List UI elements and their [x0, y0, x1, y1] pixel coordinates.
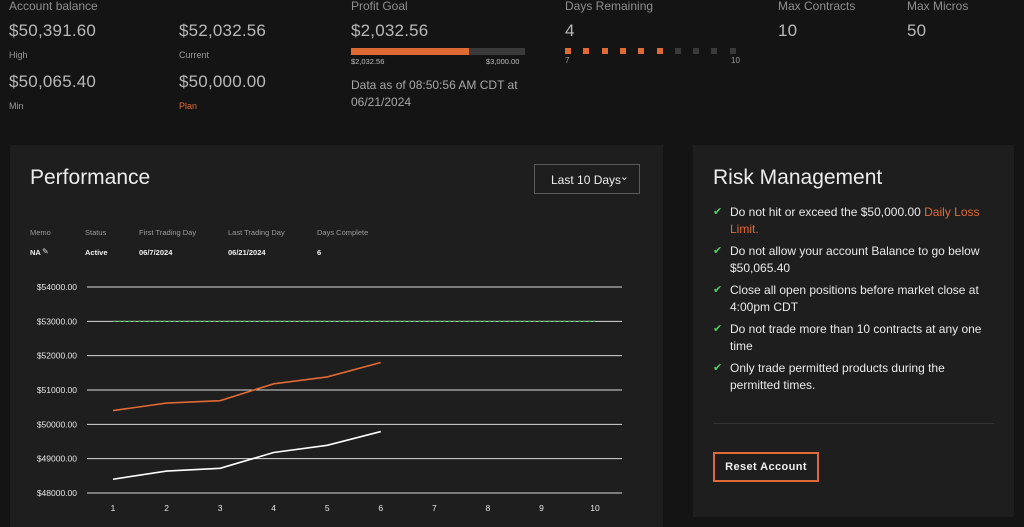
- day-indicator-square: [656, 48, 663, 54]
- status-value: Active: [85, 248, 108, 257]
- risk-rule-text: Do not hit or exceed the $50,000.00: [730, 205, 925, 219]
- days-start-label: 7: [565, 56, 570, 65]
- days-complete-value: 6: [317, 248, 322, 257]
- performance-chart: $54000.00 $53000.00 $52000.00 $51000.00 $500…: [37, 282, 622, 513]
- max-contracts-value: 10: [778, 21, 798, 40]
- day-indicator-square: [711, 48, 718, 54]
- days-complete-header: Days Complete: [317, 228, 369, 237]
- account-balance-value: $50,391.60: [9, 21, 97, 40]
- first-trading-day-header: First Trading Day: [139, 228, 197, 237]
- day-indicator-square: [693, 48, 700, 54]
- max-micros-label: Max Micros: [907, 0, 969, 13]
- max-contracts-label: Max Contracts: [778, 0, 856, 13]
- risk-rule: ✔ Close all open positions before market…: [713, 282, 993, 315]
- high-value: $52,032.56: [179, 21, 267, 40]
- check-icon: ✔: [713, 362, 723, 374]
- risk-rule-text: Do not allow your account Balance to go …: [730, 244, 980, 275]
- x-tick-label: 6: [378, 503, 383, 513]
- date-range-select[interactable]: Last 10 Days ⌄: [534, 164, 640, 194]
- min-label: Min: [9, 101, 24, 111]
- check-icon: ✔: [713, 206, 723, 218]
- day-indicator-square: [729, 48, 736, 54]
- day-indicator-square: [601, 48, 608, 54]
- last-trading-day-header: Last Trading Day: [228, 228, 285, 237]
- day-indicator-square: [583, 48, 590, 54]
- performance-panel: Performance Last 10 Days ⌄ Memo Status F…: [10, 145, 663, 527]
- reset-account-button[interactable]: Reset Account: [713, 452, 819, 482]
- last-trading-day-value: 06/21/2024: [228, 248, 266, 257]
- account-balance-label: Account balance: [9, 0, 98, 13]
- x-tick-label: 8: [486, 503, 491, 513]
- days-remaining-label: Days Remaining: [565, 0, 654, 13]
- series-line: [112, 361, 381, 412]
- profit-goal-label: Profit Goal: [351, 0, 408, 13]
- pencil-icon[interactable]: ✎: [42, 247, 49, 256]
- risk-rule: ✔ Only trade permitted products during t…: [713, 360, 993, 393]
- risk-management-panel: Risk Management ✔ Do not hit or exceed t…: [693, 145, 1014, 517]
- check-icon: ✔: [713, 245, 723, 257]
- min-value: $50,065.40: [9, 72, 97, 91]
- x-tick-label: 2: [164, 503, 169, 513]
- x-tick-label: 5: [325, 503, 330, 513]
- data-as-of: Data as of 08:50:56 AM CDT at 06/21/2024: [351, 78, 518, 109]
- divider: [713, 423, 994, 424]
- y-tick-label: $50000.00: [37, 419, 77, 429]
- y-tick-label: $54000.00: [37, 282, 77, 292]
- day-indicator-square: [565, 48, 571, 54]
- check-icon: ✔: [713, 323, 723, 335]
- y-tick-label: $48000.00: [37, 488, 77, 498]
- plan-value: $50,000.00: [179, 72, 267, 91]
- x-tick-label: 10: [590, 503, 600, 513]
- performance-title: Performance: [30, 166, 151, 189]
- profit-progress-bar: [351, 48, 525, 55]
- x-tick-label: 3: [218, 503, 223, 513]
- profit-bar-left-label: $2,032.56: [351, 57, 385, 66]
- x-tick-label: 7: [432, 503, 437, 513]
- risk-rule-text: Close all open positions before market c…: [730, 283, 979, 314]
- x-tick-label: 1: [111, 503, 116, 513]
- y-tick-label: $49000.00: [37, 454, 77, 464]
- x-tick-label: 9: [539, 503, 544, 513]
- chevron-down-icon: ⌄: [619, 171, 629, 183]
- status-header: Status: [85, 228, 107, 237]
- risk-rule: ✔ Do not allow your account Balance to g…: [713, 243, 993, 276]
- y-tick-label: $53000.00: [37, 316, 77, 326]
- risk-rule: ✔ Do not hit or exceed the $50,000.00 Da…: [713, 204, 993, 237]
- plan-label: Plan: [179, 101, 198, 111]
- risk-rule-text: Do not trade more than 10 contracts at a…: [730, 322, 982, 353]
- first-trading-day-value: 06/7/2024: [139, 248, 173, 257]
- check-icon: ✔: [713, 284, 723, 296]
- memo-value: NA: [30, 248, 41, 257]
- day-indicator-square: [674, 48, 681, 54]
- memo-header: Memo: [30, 228, 51, 237]
- profit-bar-right-label: $3,000.00: [486, 57, 520, 66]
- profit-progress-fill: [351, 48, 469, 55]
- date-range-value: Last 10 Days: [551, 173, 622, 187]
- x-tick-label: 4: [271, 503, 276, 513]
- day-indicator-square: [638, 48, 645, 54]
- profit-goal-value: $2,032.56: [351, 21, 429, 40]
- y-tick-label: $52000.00: [37, 351, 77, 361]
- high-label: High: [9, 50, 28, 60]
- series-line: [112, 430, 381, 481]
- risk-rule: ✔ Do not trade more than 10 contracts at…: [713, 321, 993, 354]
- max-micros-value: 50: [907, 21, 927, 40]
- days-end-label: 10: [731, 56, 740, 65]
- risk-management-title: Risk Management: [713, 166, 883, 189]
- daily-loss-limit-link[interactable]: Daily Loss Limit.: [730, 205, 980, 236]
- risk-rule-text: Only trade permitted products during the…: [730, 361, 945, 392]
- y-tick-label: $51000.00: [37, 385, 77, 395]
- current-label: Current: [179, 50, 210, 60]
- days-remaining-value: 4: [565, 21, 575, 40]
- day-indicator-square: [619, 48, 626, 54]
